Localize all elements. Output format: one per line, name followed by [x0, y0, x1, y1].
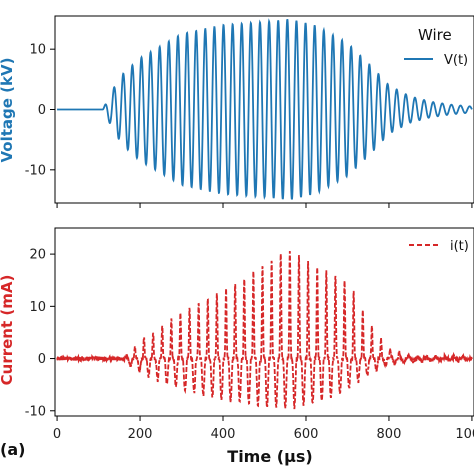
- y-tick-label: 10: [29, 43, 46, 58]
- y-tick-label: -10: [25, 163, 46, 178]
- bottom-y-ticks: -10 0 10 20: [25, 248, 55, 419]
- legend-label-current: i(t): [450, 239, 469, 254]
- legend-title: Wire: [418, 26, 452, 44]
- y-tick-label: -10: [25, 404, 46, 419]
- series-line-current: [56, 251, 473, 410]
- top-legend: Wire V(t): [404, 26, 468, 68]
- x-tick-label: 600: [294, 427, 319, 442]
- top-series-group: [57, 18, 473, 201]
- x-tick-label: 800: [377, 427, 402, 442]
- y-axis-label-voltage: Voltage (kV): [0, 58, 16, 163]
- series-line-voltage: [57, 18, 473, 201]
- panel-label: (a): [0, 440, 25, 459]
- x-tick-label: 1000: [455, 427, 474, 442]
- y-tick-label: 0: [38, 103, 46, 118]
- y-tick-label: 10: [29, 300, 46, 315]
- x-tick-label: 400: [211, 427, 236, 442]
- y-tick-label: 0: [38, 352, 46, 367]
- top-panel: -10 0 10 Voltage (kV) Wire V(t): [0, 15, 474, 208]
- top-y-ticks: -10 0 10: [25, 43, 55, 178]
- bottom-plot-frame: [54, 227, 474, 417]
- bottom-legend: i(t): [409, 239, 469, 254]
- x-axis-label: Time (μs): [227, 447, 312, 466]
- y-axis-label-current: Current (mA): [0, 275, 16, 386]
- bottom-series-group: [56, 251, 473, 410]
- y-tick-label: 20: [29, 248, 46, 263]
- legend-label-voltage: V(t): [444, 53, 468, 68]
- x-tick-label: 200: [128, 427, 153, 442]
- top-plot-frame: [54, 15, 474, 204]
- x-tick-label: 0: [53, 427, 61, 442]
- bottom-x-ticks: 0 200 400 600 800 1000: [53, 416, 474, 442]
- top-x-ticks: [56, 203, 473, 208]
